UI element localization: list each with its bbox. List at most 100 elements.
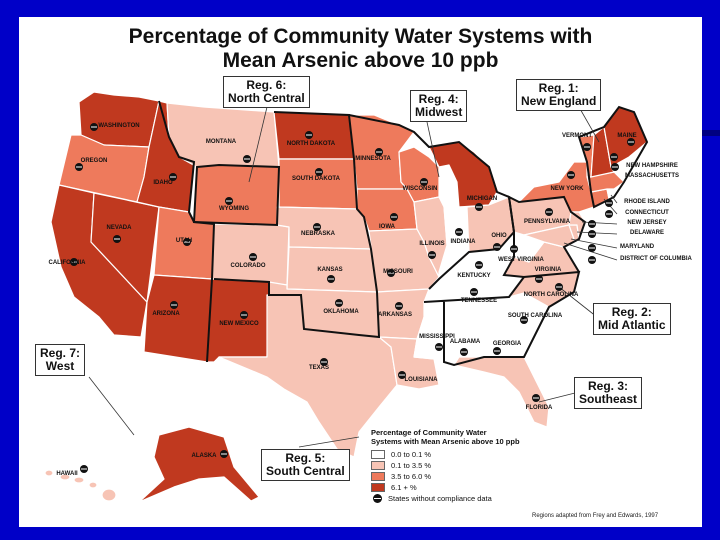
no-data-marker-wa (90, 123, 98, 131)
state-label-ct: CONNECTICUT (625, 210, 669, 216)
state-label-ne: NEBRASKA (301, 231, 336, 237)
state-label-wy: WYOMING (219, 206, 249, 212)
leader-nj (581, 221, 618, 225)
no-data-marker-nc (555, 283, 563, 291)
slide-accent-bar (702, 130, 720, 136)
state-label-tn: TENNESSEE (461, 298, 497, 304)
state-label-ks: KANSAS (317, 267, 342, 273)
leader-de (576, 231, 618, 235)
no-data-marker-ar (395, 302, 403, 310)
no-data-marker-ma (611, 163, 619, 171)
state-label-wa: WASHINGTON (98, 123, 139, 129)
no-data-marker-or (75, 163, 83, 171)
state-label-va: VIRGINIA (535, 267, 562, 273)
state-label-nv: NEVADA (107, 225, 133, 231)
no-data-marker-nm (240, 311, 248, 319)
state-label-vt: VERMONT (562, 133, 592, 139)
region-boundary-midwest (348, 114, 516, 290)
source-note: Regions adapted from Frey and Edwards, 1… (532, 513, 659, 519)
no-data-marker-ak (220, 450, 228, 458)
legend-item-2: 3.5 to 6.0 % (371, 471, 541, 482)
state-label-tx: TEXAS (309, 365, 329, 371)
region-boundary-west (158, 100, 216, 363)
no-data-marker-tx (320, 358, 328, 366)
region-boundary-central (213, 111, 381, 339)
no-data-marker-mn (375, 148, 383, 156)
no-data-marker-icon (373, 494, 382, 503)
state-label-fl: FLORIDA (526, 405, 553, 411)
legend-item-no-data: States without compliance data (371, 493, 541, 504)
slide: Percentage of Community Water Systems wi… (19, 17, 702, 527)
leader-reg5 (298, 436, 360, 448)
region-box-reg2: Reg. 2: Mid Atlantic (593, 303, 671, 335)
state-label-ca: CALIFORNIA (49, 260, 87, 266)
no-data-marker-ct (605, 210, 613, 218)
state-label-nj: NEW JERSEY (627, 220, 666, 226)
us-map: WASHINGTON OREGON CALIFORNIA NEVADA IDAHO MON… (44, 91, 692, 503)
state-label-pa: PENNSYLVANIA (524, 219, 571, 225)
no-data-marker-ky (475, 261, 483, 269)
state-label-al: ALABAMA (450, 339, 481, 345)
state-label-ms: MISSISSIPPI (419, 334, 455, 340)
state-label-mi: MICHIGAN (467, 196, 497, 202)
no-data-marker-il (428, 251, 436, 259)
state-label-la: LOUISIANA (405, 377, 439, 383)
leader-md (570, 238, 618, 249)
legend-item-3: 6.1 + % (371, 482, 541, 493)
legend-item-0: 0.0 to 0.1 % (371, 449, 541, 460)
region-box-reg7: Reg. 7: West (35, 344, 86, 376)
no-data-marker-ne (313, 223, 321, 231)
state-label-il: ILLINOIS (419, 241, 444, 247)
state-label-mt: MONTANA (206, 139, 237, 145)
no-data-marker-dc (588, 256, 596, 264)
no-data-marker-me (627, 138, 635, 146)
state-label-md: MARYLAND (620, 244, 655, 250)
region-box-reg6: Reg. 6: North Central (223, 76, 310, 108)
state-label-ak: ALASKA (192, 453, 218, 459)
state-label-co: COLORADO (231, 263, 266, 269)
no-data-marker-ga (493, 347, 501, 355)
state-label-ny: NEW YORK (551, 186, 585, 192)
legend: Percentage of Community Water Systems wi… (371, 428, 541, 504)
no-data-marker-va (535, 275, 543, 283)
no-data-marker-mi (475, 203, 483, 211)
state-label-wi: WISCONSIN (403, 186, 438, 192)
state-illinois (413, 196, 448, 278)
state-label-ar: ARKANSAS (378, 312, 412, 318)
state-label-dc: DISTRICT OF COLUMBIA (620, 256, 692, 262)
legend-swatch-1 (371, 461, 385, 470)
no-data-marker-la (398, 371, 406, 379)
no-data-marker-mt (243, 155, 251, 163)
region-boundary-north-central (192, 163, 281, 227)
state-label-ky: KENTUCKY (457, 273, 490, 279)
state-label-mo: MISSOURI (383, 269, 413, 275)
no-data-marker-hi (80, 465, 88, 473)
no-data-marker-pa (545, 208, 553, 216)
state-label-ri: RHODE ISLAND (624, 199, 670, 205)
state-label-or: OREGON (81, 158, 108, 164)
no-data-marker-sd (315, 168, 323, 176)
state-label-de: DELAWARE (630, 230, 664, 236)
legend-item-1: 0.1 to 3.5 % (371, 460, 541, 471)
no-data-marker-in (455, 228, 463, 236)
no-data-marker-al (460, 348, 468, 356)
region-box-reg4: Reg. 4: Midwest (410, 90, 468, 122)
map-title: Percentage of Community Water Systems wi… (19, 25, 702, 73)
leader-reg3 (538, 391, 580, 403)
state-label-nh: NEW HAMPSHIRE (626, 163, 678, 169)
leader-ri (610, 194, 618, 204)
no-data-marker-mo (387, 269, 395, 277)
no-data-marker-fl (532, 394, 540, 402)
no-data-marker-id (169, 173, 177, 181)
region-boundary-new-england (577, 105, 649, 209)
no-data-marker-wi (420, 178, 428, 186)
state-label-ma: MASSACHUSETTS (625, 173, 679, 179)
state-label-ga: GEORGIA (493, 341, 522, 347)
state-label-az: ARIZONA (152, 311, 180, 317)
no-data-marker-wy (225, 197, 233, 205)
state-label-nm: NEW MEXICO (219, 321, 259, 327)
no-data-marker-ok (335, 299, 343, 307)
state-label-in: INDIANA (451, 239, 477, 245)
state-label-me: MAINE (617, 133, 636, 139)
region-box-reg5: Reg. 5: South Central (261, 449, 350, 481)
